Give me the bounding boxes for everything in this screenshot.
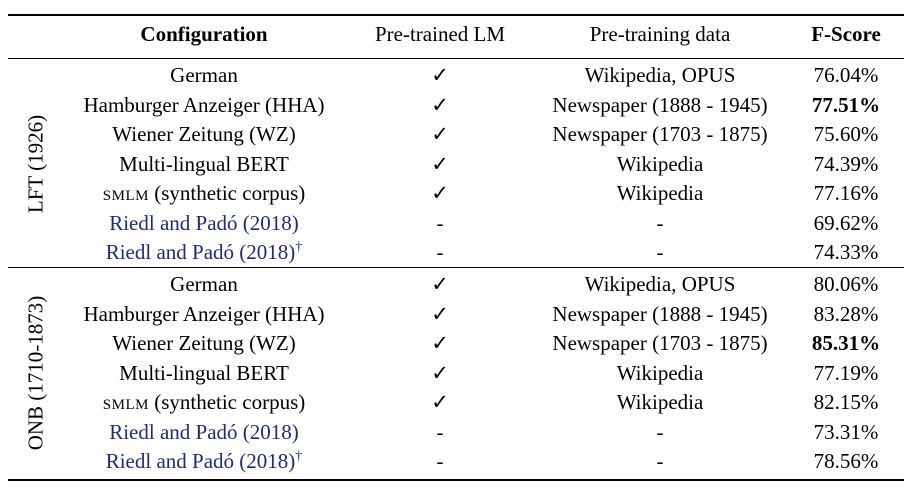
cell-configuration: Riedl and Padó (2018) xyxy=(109,418,299,447)
cell-pretrained-lm: ✓ xyxy=(431,331,449,355)
group-label: ONB (1710-1873) xyxy=(23,295,48,451)
group-label: LFT (1926) xyxy=(23,115,48,214)
cell-fscore: 85.31% xyxy=(811,331,881,355)
configuration-name: Multi-lingual BERT xyxy=(119,151,289,176)
cell-pretrained-lm: ✓ xyxy=(431,122,449,146)
cell-pretraining-data: Newspaper (1888 - 1945) xyxy=(552,301,768,326)
cell-configuration: Riedl and Padó (2018)† xyxy=(106,447,303,476)
configuration-name: German xyxy=(170,272,238,296)
cell-pretraining-data: Wikipedia xyxy=(616,151,704,176)
cell-pretrained-lm: - xyxy=(436,210,444,235)
cell-configuration: Riedl and Padó (2018) xyxy=(109,209,299,238)
cell-pretraining-data: - xyxy=(656,449,664,473)
header-pretrained-lm: Pre-trained LM xyxy=(374,22,506,46)
configuration-name: Riedl and Padó (2018) xyxy=(105,449,296,473)
cell-pretrained-lm: ✓ xyxy=(431,92,449,117)
cell-fscore: 78.56% xyxy=(813,449,879,473)
cell-fscore: 80.06% xyxy=(813,272,879,296)
cell-pretraining-data: Wikipedia xyxy=(616,360,704,385)
cell-pretrained-lm: ✓ xyxy=(431,181,449,205)
cell-pretraining-data: Wikipedia, OPUS xyxy=(584,272,736,296)
cell-pretrained-lm: ✓ xyxy=(431,301,449,326)
cell-fscore: 73.31% xyxy=(813,419,879,444)
configuration-name: German xyxy=(170,63,238,87)
cell-pretrained-lm: ✓ xyxy=(431,63,449,87)
cell-pretraining-data: Wikipedia xyxy=(616,181,704,205)
cell-pretraining-data: Newspaper (1703 - 1875) xyxy=(552,122,768,146)
cell-pretraining-data: Wikipedia xyxy=(616,390,704,414)
cell-pretrained-lm: ✓ xyxy=(431,272,449,296)
cell-configuration: Multi-lingual BERT xyxy=(119,359,289,388)
cell-configuration: smlm (synthetic corpus) xyxy=(103,179,305,208)
cell-pretraining-data: - xyxy=(656,419,664,444)
configuration-name: smlm xyxy=(102,181,149,205)
cell-pretraining-data: - xyxy=(656,240,664,264)
configuration-name: Wiener Zeitung (WZ) xyxy=(112,331,296,355)
dagger-mark: † xyxy=(295,449,303,464)
cell-configuration: Wiener Zeitung (WZ) xyxy=(112,120,295,149)
cell-fscore: 83.28% xyxy=(813,301,879,326)
cell-fscore: 77.16% xyxy=(813,181,879,205)
cell-configuration: German xyxy=(170,61,238,90)
configuration-name: Wiener Zeitung (WZ) xyxy=(112,122,296,146)
cell-pretraining-data: Newspaper (1703 - 1875) xyxy=(552,331,768,355)
configuration-name: Multi-lingual BERT xyxy=(119,360,289,385)
cell-fscore: 75.60% xyxy=(813,122,879,146)
configuration-suffix: (synthetic corpus) xyxy=(148,181,306,205)
cell-pretrained-lm: ✓ xyxy=(431,360,449,385)
cell-pretrained-lm: - xyxy=(436,419,444,444)
cell-pretrained-lm: ✓ xyxy=(431,390,449,414)
cell-fscore: 69.62% xyxy=(813,210,879,235)
cell-fscore: 77.51% xyxy=(811,92,881,117)
dagger-mark: † xyxy=(295,240,303,255)
configuration-name: smlm xyxy=(102,390,149,414)
cell-pretrained-lm: ✓ xyxy=(431,151,449,176)
cell-pretraining-data: - xyxy=(656,210,664,235)
cell-pretraining-data: Newspaper (1888 - 1945) xyxy=(552,92,768,117)
header-pretraining-data: Pre-training data xyxy=(589,22,731,46)
configuration-suffix: (synthetic corpus) xyxy=(148,390,306,414)
header-fscore: F-Score xyxy=(811,22,881,46)
bottom-rule xyxy=(8,479,904,481)
cell-pretrained-lm: - xyxy=(436,240,444,264)
configuration-name: Riedl and Padó (2018) xyxy=(105,240,296,264)
cell-fscore: 82.15% xyxy=(813,390,879,414)
cell-configuration: Hamburger Anzeiger (HHA) xyxy=(83,300,324,329)
configuration-name: Hamburger Anzeiger (HHA) xyxy=(83,301,325,326)
cell-pretrained-lm: - xyxy=(436,449,444,473)
header-rule xyxy=(8,58,904,59)
configuration-name: Hamburger Anzeiger (HHA) xyxy=(83,92,325,117)
cell-configuration: Hamburger Anzeiger (HHA) xyxy=(83,91,324,120)
configuration-name: Riedl and Padó (2018) xyxy=(109,210,299,235)
cell-configuration: Wiener Zeitung (WZ) xyxy=(112,329,295,358)
top-rule xyxy=(8,14,904,16)
cell-fscore: 77.19% xyxy=(813,360,879,385)
cell-configuration: Multi-lingual BERT xyxy=(119,150,289,179)
cell-configuration: Riedl and Padó (2018)† xyxy=(106,238,303,267)
group-separator-rule xyxy=(8,267,904,268)
cell-fscore: 76.04% xyxy=(813,63,879,87)
cell-configuration: smlm (synthetic corpus) xyxy=(103,388,305,417)
configuration-name: Riedl and Padó (2018) xyxy=(109,419,299,444)
cell-pretraining-data: Wikipedia, OPUS xyxy=(584,63,736,87)
header-configuration: Configuration xyxy=(140,22,268,46)
cell-configuration: German xyxy=(170,270,238,299)
cell-fscore: 74.39% xyxy=(813,151,879,176)
cell-fscore: 74.33% xyxy=(813,240,879,264)
